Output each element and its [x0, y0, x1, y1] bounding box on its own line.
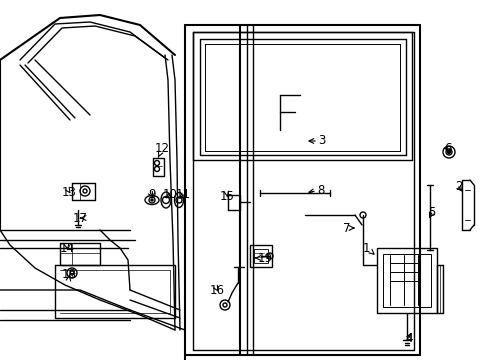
Text: 1: 1 — [362, 242, 373, 255]
Text: 15: 15 — [220, 190, 234, 203]
Text: 16: 16 — [209, 284, 224, 297]
Text: 17: 17 — [73, 211, 88, 225]
Text: 8: 8 — [308, 184, 324, 197]
Circle shape — [151, 199, 153, 201]
Text: 11: 11 — [176, 189, 191, 202]
Bar — [249, 245, 271, 267]
Text: 5: 5 — [427, 207, 434, 220]
Bar — [153, 158, 163, 176]
Text: 4: 4 — [404, 332, 412, 345]
Text: 9: 9 — [148, 189, 155, 202]
Text: 19: 19 — [255, 252, 272, 265]
Circle shape — [70, 271, 74, 275]
Text: 14: 14 — [60, 242, 75, 255]
Circle shape — [223, 303, 226, 307]
Text: 13: 13 — [62, 185, 77, 198]
Bar — [376, 248, 436, 313]
Text: 18: 18 — [62, 269, 77, 282]
Text: 10: 10 — [163, 189, 178, 202]
Text: 7: 7 — [342, 221, 353, 234]
Text: 6: 6 — [443, 141, 450, 154]
Text: 2: 2 — [454, 180, 462, 194]
Text: 12: 12 — [155, 141, 170, 157]
Text: 3: 3 — [308, 135, 325, 148]
Bar — [253, 249, 267, 263]
Circle shape — [83, 189, 87, 193]
Bar — [382, 254, 430, 307]
Circle shape — [447, 150, 449, 153]
